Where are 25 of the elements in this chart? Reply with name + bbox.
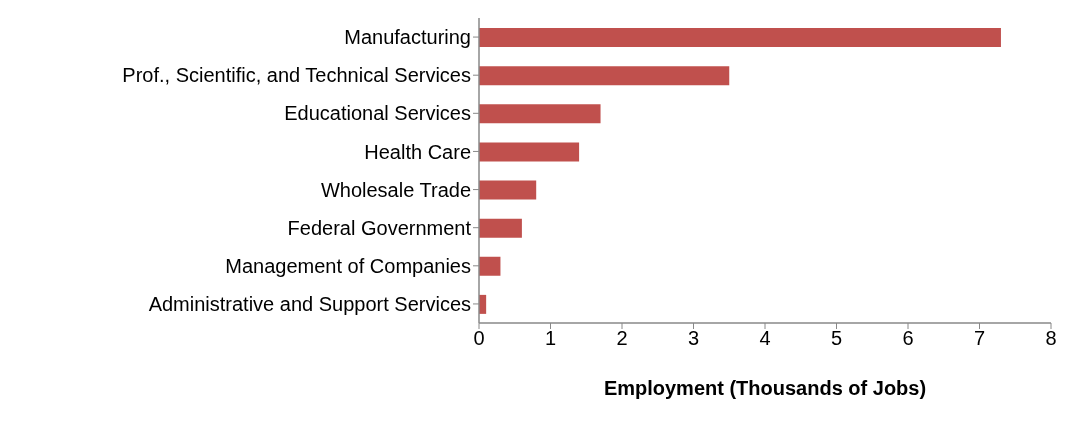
bar <box>479 180 537 200</box>
x-tick-label: 7 <box>973 327 986 350</box>
y-tick-label: Wholesale Trade <box>320 178 471 201</box>
x-tick-label: 4 <box>759 327 771 350</box>
bar <box>479 28 1001 47</box>
bar <box>479 218 522 238</box>
x-tick-label: 5 <box>830 327 843 350</box>
x-tick-label: 3 <box>687 327 700 350</box>
y-tick-label: Educational Services <box>284 102 471 125</box>
bar <box>479 142 580 162</box>
x-tick-label: 2 <box>616 327 628 350</box>
y-tick-label: Manufacturing <box>344 26 471 49</box>
x-axis-title: Employment (Thousands of Jobs) <box>603 377 927 399</box>
x-tick-label: 8 <box>1045 327 1057 350</box>
y-tick-label: Federal Government <box>287 216 472 239</box>
y-tick-label: Health Care <box>364 140 471 163</box>
x-tick-label: 6 <box>902 327 914 350</box>
bar <box>479 256 501 276</box>
y-tick-label: Prof., Scientific, and Technical Services <box>122 64 471 87</box>
y-tick-label: Administrative and Support Services <box>148 293 471 316</box>
x-tick-label: 0 <box>473 327 485 350</box>
bar <box>479 104 601 124</box>
bar <box>479 66 730 86</box>
y-tick-label: Management of Companies <box>225 254 471 277</box>
x-tick-label: 1 <box>544 327 557 350</box>
